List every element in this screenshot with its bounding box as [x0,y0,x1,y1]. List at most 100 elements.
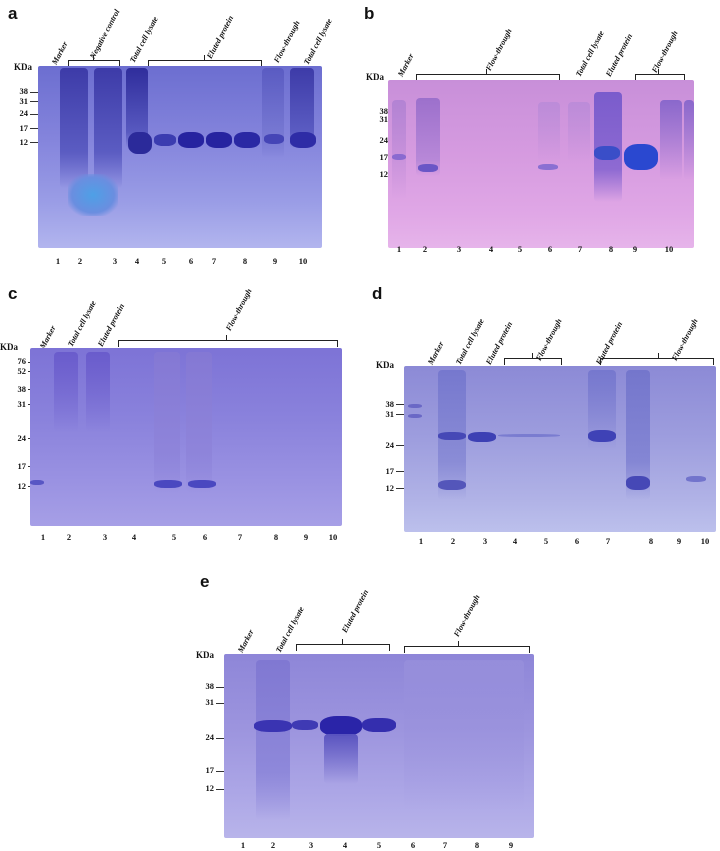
lane-number: 9 [272,256,278,266]
tick-label: 24 [17,433,27,443]
lane-smear [186,352,212,492]
lane-number: 3 [456,244,462,254]
lane-smear [256,660,290,820]
top-label: Flow-through [452,593,482,639]
lane-number: 9 [632,244,638,254]
protein-band [290,132,316,148]
top-label: Total cell lysate [302,17,334,67]
tick-mark [30,92,38,93]
protein-band [624,144,658,170]
bracket [404,646,530,653]
tick-mark [30,128,38,129]
lane-number: 6 [188,256,194,266]
tick-label: 24 [205,732,215,742]
lane-number: 4 [342,840,348,850]
tick-label: 24 [385,440,395,450]
bracket [68,60,120,67]
lane-number: 8 [474,840,480,850]
lane-number: 1 [240,840,246,850]
protein-band [468,432,496,442]
kda-label: KDa [14,62,32,72]
panel-e: e KDa 38 31 24 17 12 Marker Total cell l… [190,570,550,851]
tick-label: 17 [19,123,29,133]
tick-mark [216,789,224,790]
protein-band [498,434,560,437]
protein-band [154,134,176,146]
lane-number: 5 [376,840,382,850]
protein-band [438,480,466,490]
lane-number: 3 [112,256,118,266]
bracket [296,644,390,651]
bracket [148,60,262,67]
bracket-tick [658,69,659,74]
tick-mark [396,414,404,415]
lane-number: 2 [270,840,276,850]
lane-number: 10 [298,256,308,266]
lane-smear [324,734,358,784]
lane-number: 7 [237,532,243,542]
protein-band [128,132,152,154]
lane-smear [416,98,440,176]
protein-band [188,480,216,488]
marker-band [408,404,422,408]
protein-band [418,164,438,172]
bracket [118,340,338,347]
kda-label: KDa [376,360,394,370]
tick-label: 38 [385,399,395,409]
lane-number: 7 [605,536,611,546]
lane-smear [60,68,88,188]
tick-mark [30,142,38,143]
lane-number: 6 [202,532,208,542]
top-label: Total cell lysate [128,15,160,65]
tick-label: 38 [205,681,215,691]
tick-mark [30,101,38,102]
tick-label: 17 [205,765,215,775]
lane-number: 9 [676,536,682,546]
lane-number: 8 [648,536,654,546]
kda-label: KDa [196,650,214,660]
panel-c: c KDa 76 52 38 31 24 17 12 Marker Total … [0,278,360,558]
protein-band [320,716,362,736]
tick-label: 76 [17,356,27,366]
kda-label: KDa [366,72,384,82]
top-label: Flow-through [484,27,514,73]
top-label: Total cell lysate [66,299,98,349]
gel-image [404,366,716,532]
lane-number: 1 [55,256,61,266]
tick-label: 12 [17,481,27,491]
top-label: Flow-through [224,287,254,333]
lane-number: 4 [512,536,518,546]
tick-label: 24 [379,135,389,145]
marker-band [30,480,44,485]
top-label: Total cell lysate [454,317,486,367]
lane-smear [86,352,110,432]
top-label: Eluted protein [604,32,635,79]
top-label: Marker [396,52,416,79]
tick-label: 38 [17,384,27,394]
tick-label: 17 [379,152,389,162]
lane-number: 8 [273,532,279,542]
lane-number: 4 [131,532,137,542]
protein-band [178,132,204,148]
bracket-tick [658,353,659,358]
top-label: Flow-through [650,29,680,75]
lane-number: 2 [450,536,456,546]
lane-smear [684,100,694,180]
panel-letter: c [8,284,18,303]
gel-image [38,66,322,248]
protein-band [234,132,260,148]
tick-label: 17 [385,466,395,476]
gel-image [388,80,694,248]
lane-number: 9 [508,840,514,850]
dye-front [68,174,118,216]
lane-number: 1 [40,532,46,542]
lane-number: 6 [574,536,580,546]
protein-band [626,476,650,490]
lane-number: 5 [161,256,167,266]
protein-band [594,146,620,160]
lane-smear [126,68,148,148]
lane-number: 2 [77,256,83,266]
bracket-tick [342,639,343,644]
protein-band [686,476,706,482]
kda-label: KDa [0,342,18,352]
